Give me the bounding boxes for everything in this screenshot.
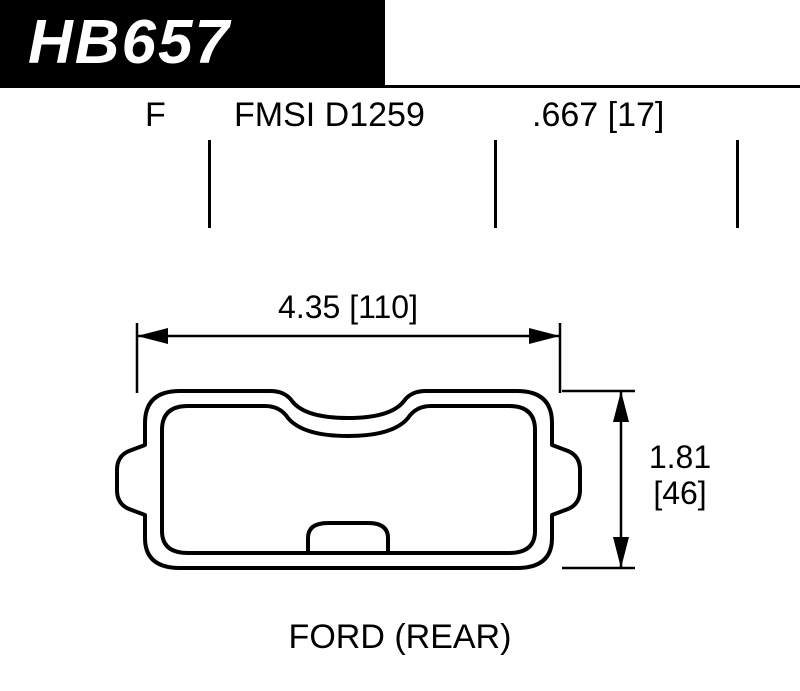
height-dimension-line2: [46] bbox=[653, 475, 706, 511]
height-dimension-line1: 1.81 bbox=[649, 439, 711, 475]
spec-code: F bbox=[145, 96, 166, 135]
pad-inner-outline bbox=[162, 406, 535, 553]
spec-thickness: .667 [17] bbox=[532, 96, 664, 135]
diagram-frame: F FMSI D1259 .667 [17] 4.35 [110] 1.81 [… bbox=[0, 85, 800, 625]
spec-divider bbox=[736, 140, 739, 228]
spec-divider bbox=[208, 140, 211, 228]
caption: FORD (REAR) bbox=[0, 618, 800, 657]
header-bar: HB657 bbox=[0, 0, 385, 85]
spec-fmsi: FMSI D1259 bbox=[234, 96, 425, 135]
width-dimension: 4.35 [110] bbox=[278, 289, 418, 325]
pad-outer-outline bbox=[117, 391, 580, 568]
pad-diagram: 4.35 [110] 1.81 [46] bbox=[90, 278, 730, 618]
pad-center-recess bbox=[308, 523, 388, 553]
part-number: HB657 bbox=[28, 7, 231, 78]
spec-divider bbox=[494, 140, 497, 228]
